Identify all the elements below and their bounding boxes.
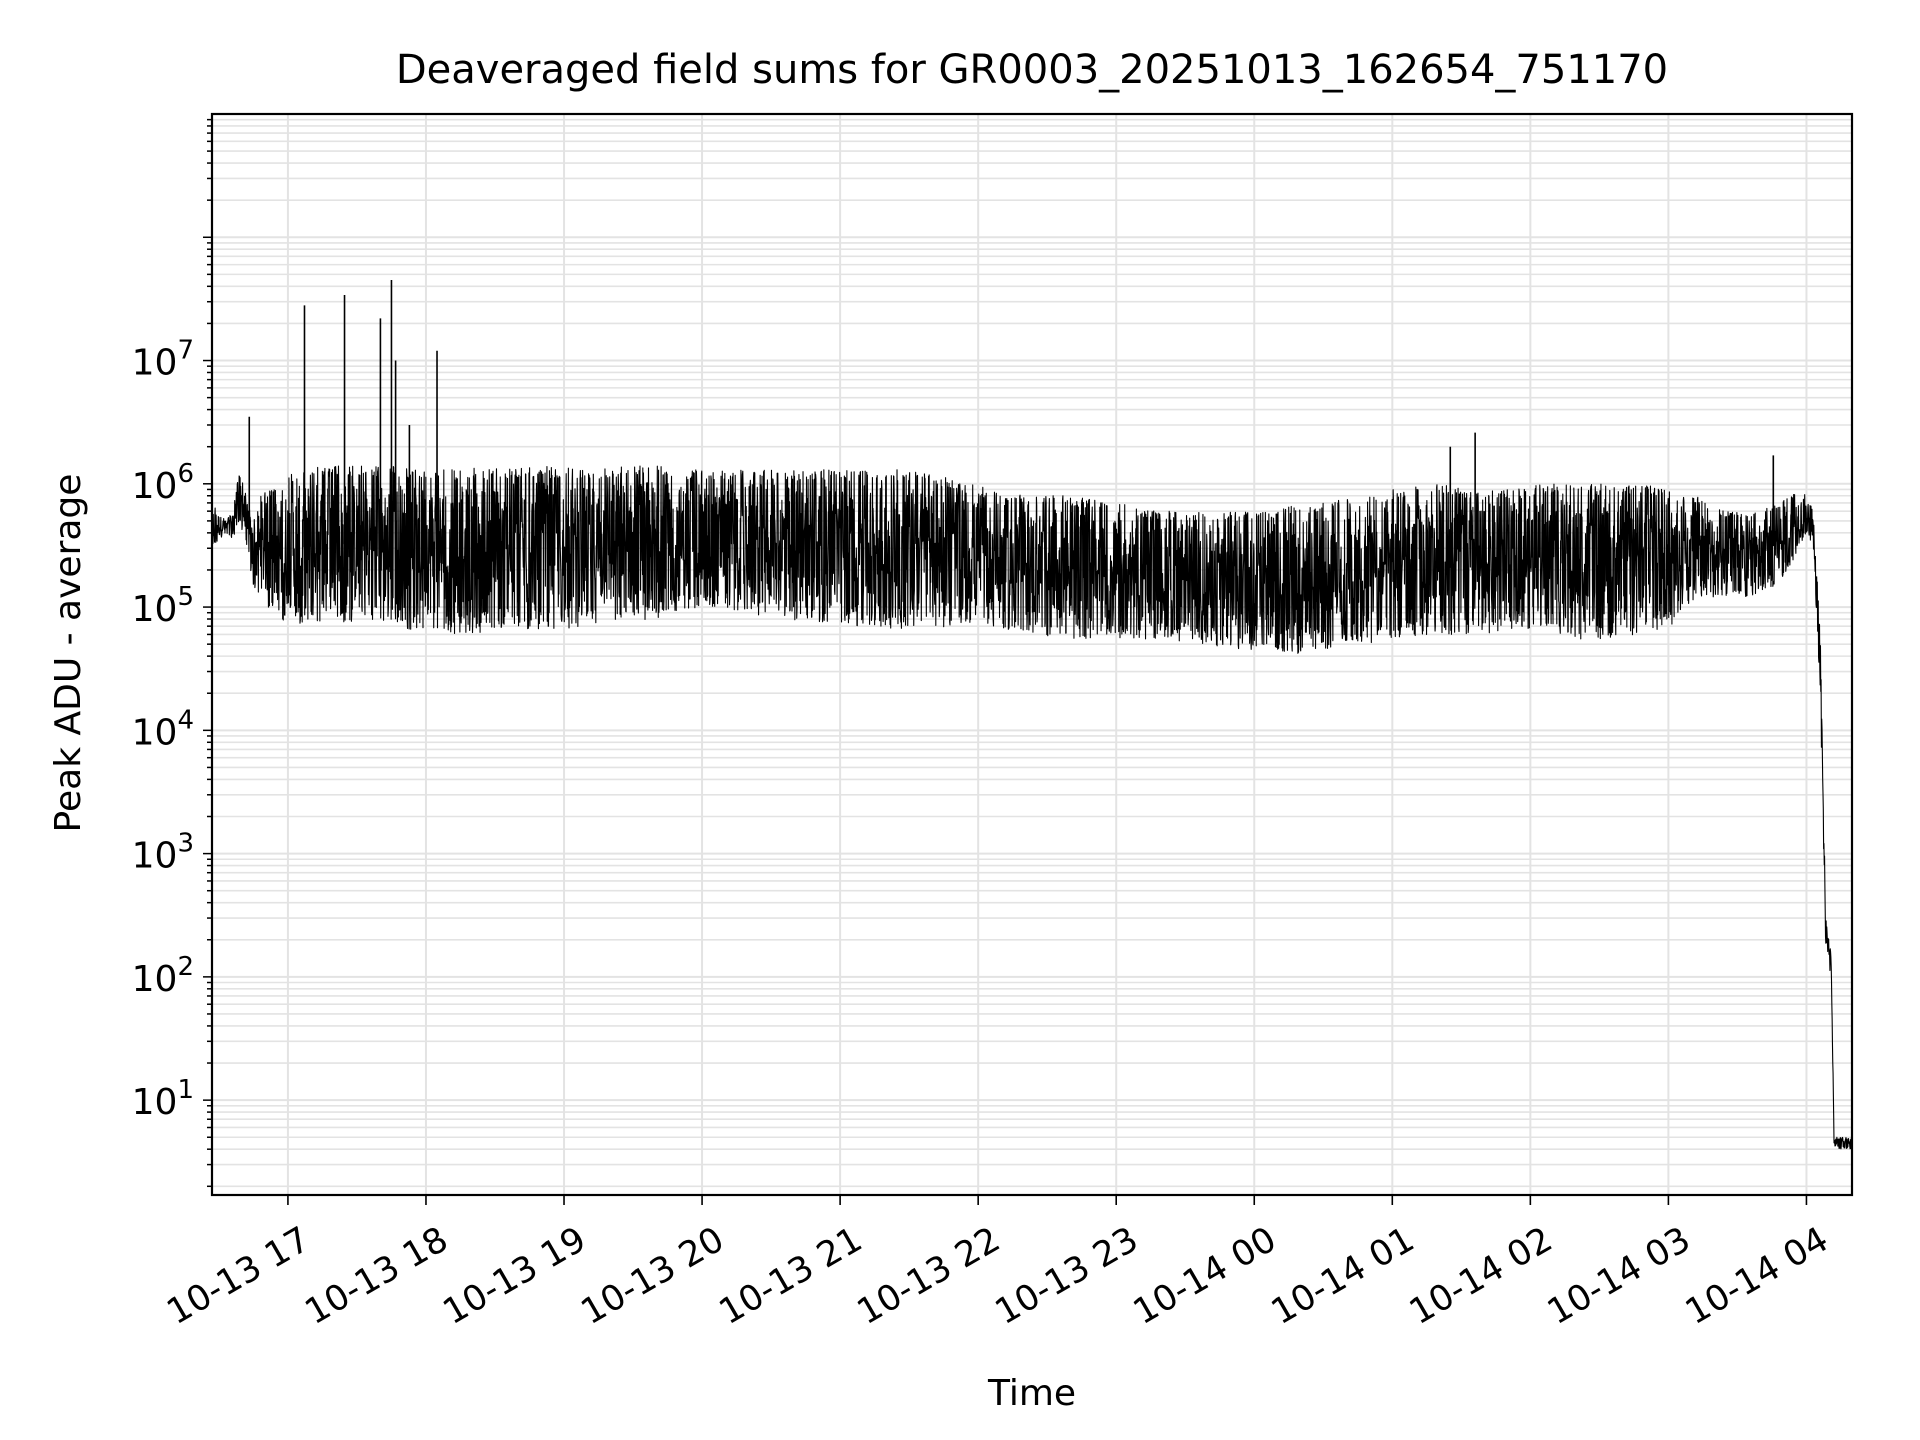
y-tick-label: 106 [132, 459, 194, 507]
y-axis-label: Peak ADU - average [48, 474, 89, 833]
series-line [211, 465, 1853, 1150]
data-series [211, 280, 1853, 1150]
y-tick-label: 107 [132, 336, 194, 384]
y-tick-label: 101 [132, 1075, 194, 1123]
y-tick-label: 102 [132, 952, 194, 1000]
x-axis-label: Time [987, 1373, 1076, 1414]
chart-title: Deaveraged field sums for GR0003_2025101… [396, 47, 1668, 93]
y-tick-label: 104 [132, 705, 194, 753]
y-tick-label: 105 [132, 582, 194, 630]
grid-lines [212, 114, 1852, 1195]
plot-frame [210, 112, 1854, 1197]
y-tick-label: 103 [132, 829, 194, 877]
